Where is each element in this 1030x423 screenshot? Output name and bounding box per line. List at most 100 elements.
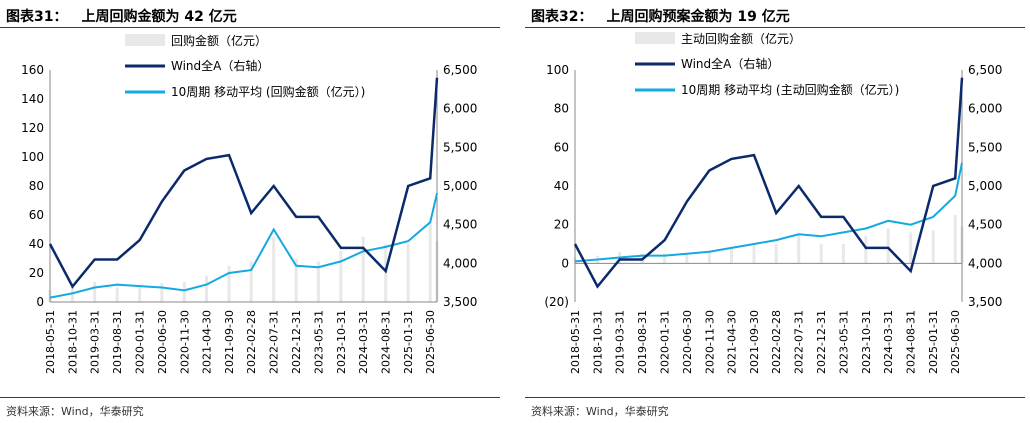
bar-mark: [428, 222, 432, 302]
x-tick-label: 2018-05-31: [44, 310, 57, 374]
x-tick-label: 2024-08-31: [380, 310, 393, 374]
x-tick-label: 2023-10-31: [335, 310, 348, 374]
bar-mark: [406, 244, 410, 302]
y-right-tick-label: 6,000: [968, 102, 1002, 116]
x-tick-label: 2022-12-31: [290, 310, 303, 374]
x-tick-label: 2021-09-30: [223, 310, 236, 374]
y-right-tick-label: 4,000: [443, 256, 477, 270]
x-tick-label: 2019-08-31: [111, 310, 124, 374]
legend-label-ma: 10周期 移动平均 (回购金额（亿元）): [171, 84, 365, 99]
bar-mark: [953, 215, 957, 264]
y-right-tick-label: 4,500: [968, 218, 1002, 232]
bar-mark: [841, 244, 845, 264]
legend-label-index: Wind全A（右轴）: [681, 56, 779, 71]
chart-panel-32: 图表32： 上周回购预案金额为 19 亿元 (20) 0 20 40 60 80 100 3,5…: [525, 0, 1030, 423]
x-tick-label: 2020-11-30: [703, 310, 716, 374]
x-tick-label: 2020-11-30: [178, 310, 191, 374]
x-tick-label: 2021-04-30: [201, 310, 214, 374]
index-series-line: [573, 77, 964, 289]
bar-mark: [752, 244, 756, 264]
y-right-tick-label: 6,000: [443, 102, 477, 116]
x-tick-label: 2023-05-31: [312, 310, 325, 374]
y-left-tick-label: 100: [546, 63, 569, 77]
y-left-tick-label: 20: [554, 218, 569, 232]
bar-mark: [115, 287, 119, 302]
bar-mark: [361, 236, 365, 302]
x-tick-label: 2025-06-30: [949, 310, 962, 374]
x-tick-label: 2024-03-31: [357, 310, 370, 374]
legend-swatch-bar: [635, 32, 675, 44]
chart-svg-32: (20) 0 20 40 60 80 100 3,500 4,000 4,500 5,000 5,50…: [544, 31, 1002, 374]
bar-mark: [730, 247, 734, 264]
x-tick-label: 2022-12-31: [815, 310, 828, 374]
bar-mark: [384, 244, 388, 302]
y-left-tick-label: 0: [561, 256, 569, 270]
y-right-tick-label: 3,500: [443, 295, 477, 309]
bar-mark: [316, 261, 320, 302]
bar-mark: [685, 253, 689, 264]
x-tick-label: 2023-05-31: [837, 310, 850, 374]
y-left-tick-label: 100: [21, 150, 44, 164]
title-rule: [0, 27, 500, 28]
x-tick-label: 2019-08-31: [636, 310, 649, 374]
y-left-tick-label: 120: [21, 121, 44, 135]
x-tick-label: 2025-01-31: [927, 310, 940, 374]
x-tick-label: 2023-10-31: [860, 310, 873, 374]
bar-mark: [707, 251, 711, 264]
chart-title-text-32: 上周回购预案金额为 19 亿元: [606, 9, 790, 25]
chart-title-31: 图表31： 上周回购金额为 42 亿元: [6, 6, 237, 26]
source-rule: [525, 397, 1025, 398]
y-left-tick-label: 0: [36, 295, 44, 309]
y-right-tick-label: 5,000: [443, 179, 477, 193]
x-tick-label: 2020-06-30: [156, 310, 169, 374]
y-left-tick-label: 80: [554, 102, 569, 116]
y-left-tick-label: 40: [29, 237, 44, 251]
y-left-tick-label: 80: [29, 179, 44, 193]
y-right-tick-label: 6,500: [968, 63, 1002, 77]
bar-mark: [864, 236, 868, 264]
legend-swatch-bar: [125, 34, 165, 46]
legend-label-bar: 回购金额（亿元）: [171, 33, 267, 48]
bar-mark: [797, 234, 801, 264]
chart-number-32: 图表32：: [531, 9, 593, 25]
bar-mark: [160, 283, 164, 302]
x-tick-label: 2018-10-31: [591, 310, 604, 374]
y-right-tick-label: 3,500: [968, 295, 1002, 309]
x-tick-label: 2022-07-31: [268, 310, 281, 374]
bar-mark: [205, 275, 209, 302]
x-tick-label: 2021-09-30: [748, 310, 761, 374]
source-note-31: 资料来源：Wind，华泰研究: [6, 405, 144, 418]
bar-mark: [93, 281, 97, 302]
index-series-line: [48, 77, 439, 289]
y-right-tick-label: 4,500: [443, 218, 477, 232]
ma-series-line: [574, 162, 963, 263]
chart-title-text-31: 上周回购金额为 42 亿元: [81, 9, 237, 25]
x-tick-label: 2020-01-31: [659, 310, 672, 374]
ma-series-line: [49, 193, 438, 299]
bar-mark: [774, 244, 778, 264]
bar-mark: [339, 251, 343, 302]
chart-number-31: 图表31：: [6, 9, 68, 25]
y-left-tick-label: 160: [21, 63, 44, 77]
y-left-tick-label: 140: [21, 92, 44, 106]
x-tick-label: 2019-03-31: [614, 310, 627, 374]
title-rule: [525, 27, 1025, 28]
chart-svg-31: 0 20 40 60 80 100 120 140 160 3,500 4,000 4,500 5,00…: [21, 33, 477, 374]
legend-label-ma: 10周期 移动平均 (主动回购金额（亿元）): [681, 82, 899, 97]
y-right-tick-label: 6,500: [443, 63, 477, 77]
y-left-tick-label: (20): [544, 295, 569, 309]
bar-mark: [886, 228, 890, 264]
bar-mark: [182, 281, 186, 302]
legend-label-bar: 主动回购金额（亿元）: [681, 31, 801, 46]
x-tick-label: 2020-01-31: [134, 310, 147, 374]
x-tick-label: 2021-04-30: [726, 310, 739, 374]
bar-mark: [138, 284, 142, 302]
x-tick-label: 2022-07-31: [793, 310, 806, 374]
x-tick-label: 2025-01-31: [402, 310, 415, 374]
bar-mark: [294, 258, 298, 302]
y-left-tick-label: 60: [29, 208, 44, 222]
bar-mark: [227, 265, 231, 302]
chart-title-32: 图表32： 上周回购预案金额为 19 亿元: [531, 6, 790, 26]
source-note-32: 资料来源：Wind，华泰研究: [531, 405, 669, 418]
bar-mark: [909, 232, 913, 264]
